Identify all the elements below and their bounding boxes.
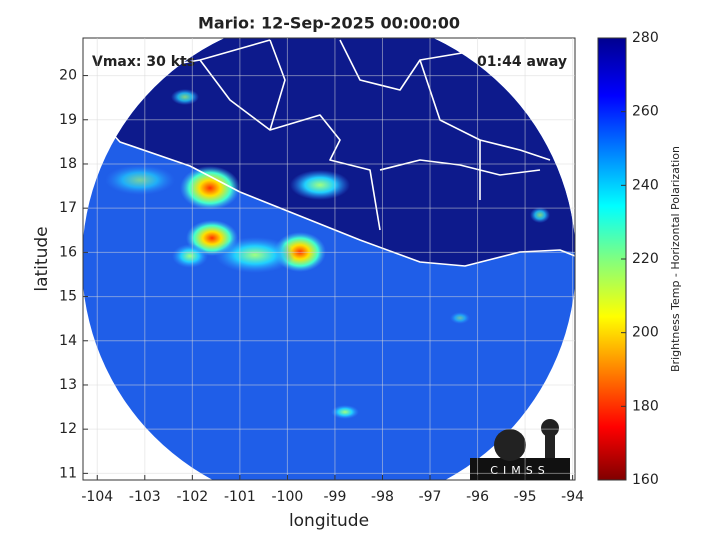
- x-tick-label: -95: [514, 489, 537, 505]
- y-tick-label: 16: [59, 244, 77, 260]
- y-tick-label: 11: [59, 465, 77, 481]
- x-tick-label: -97: [419, 489, 442, 505]
- x-tick-label: -98: [371, 489, 394, 505]
- x-tick-label: -103: [129, 489, 161, 505]
- x-tick-label: -99: [324, 489, 347, 505]
- y-tick-label: 14: [59, 333, 77, 349]
- map-image: [83, 38, 575, 480]
- y-tick-label: 15: [59, 289, 77, 305]
- colorbar-tick-label: 200: [632, 325, 659, 341]
- chart-title: Mario: 12-Sep-2025 00:00:00: [198, 14, 460, 33]
- y-tick-label: 19: [59, 112, 77, 128]
- x-tick-label: -102: [176, 489, 208, 505]
- colorbar-tick-label: 160: [632, 472, 659, 488]
- colorbar-tick-label: 280: [632, 30, 659, 46]
- logo-text: CIMSS: [490, 464, 549, 477]
- colorbar-tick-label: 220: [632, 251, 659, 267]
- logo: CIMSS: [470, 419, 570, 480]
- colorbar-tick-label: 180: [632, 398, 659, 414]
- x-tick-label: -104: [81, 489, 113, 505]
- x-tick-label: -94: [561, 489, 584, 505]
- x-tick-label: -101: [224, 489, 256, 505]
- x-tick-label: -96: [466, 489, 489, 505]
- y-tick-label: 13: [59, 377, 77, 393]
- y-tick-label: 17: [59, 200, 77, 216]
- x-axis-label: longitude: [289, 511, 369, 531]
- y-tick-label: 18: [59, 156, 77, 172]
- colorbar-tick-label: 260: [632, 104, 659, 120]
- x-tick-label: -100: [272, 489, 304, 505]
- y-tick-label: 12: [59, 421, 77, 437]
- land: [83, 38, 575, 266]
- plot-frame: [82, 37, 576, 481]
- y-axis-label: latitude: [32, 226, 52, 291]
- y-tick-label: 20: [59, 68, 77, 84]
- annotation: 01:44 away: [477, 54, 567, 70]
- coastline: [83, 39, 575, 267]
- annotation: Vmax: 30 kts: [92, 54, 195, 70]
- colorbar-tick-label: 240: [632, 177, 659, 193]
- colorbar-label: Brightness Temp - Horizontal Polarizatio…: [669, 146, 682, 372]
